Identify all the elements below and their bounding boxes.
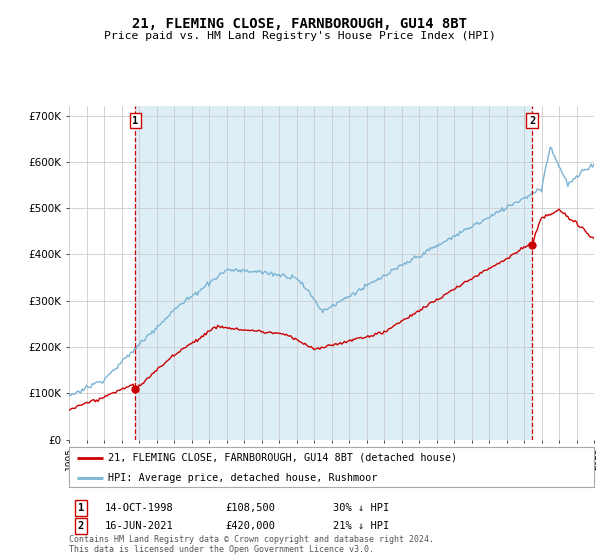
Text: HPI: Average price, detached house, Rushmoor: HPI: Average price, detached house, Rush… — [109, 473, 378, 483]
Text: 16-JUN-2021: 16-JUN-2021 — [105, 521, 174, 531]
Text: 21, FLEMING CLOSE, FARNBOROUGH, GU14 8BT (detached house): 21, FLEMING CLOSE, FARNBOROUGH, GU14 8BT… — [109, 453, 458, 463]
Text: 2: 2 — [529, 116, 535, 125]
Text: £108,500: £108,500 — [225, 503, 275, 513]
Text: £420,000: £420,000 — [225, 521, 275, 531]
Bar — [136, 106, 532, 440]
Text: 1: 1 — [78, 503, 84, 513]
Text: Contains HM Land Registry data © Crown copyright and database right 2024.
This d: Contains HM Land Registry data © Crown c… — [69, 535, 434, 554]
Text: 21% ↓ HPI: 21% ↓ HPI — [333, 521, 389, 531]
Text: 2: 2 — [78, 521, 84, 531]
Text: 30% ↓ HPI: 30% ↓ HPI — [333, 503, 389, 513]
Text: 1: 1 — [132, 116, 139, 125]
Text: 21, FLEMING CLOSE, FARNBOROUGH, GU14 8BT: 21, FLEMING CLOSE, FARNBOROUGH, GU14 8BT — [133, 17, 467, 31]
Text: 14-OCT-1998: 14-OCT-1998 — [105, 503, 174, 513]
Text: Price paid vs. HM Land Registry's House Price Index (HPI): Price paid vs. HM Land Registry's House … — [104, 31, 496, 41]
